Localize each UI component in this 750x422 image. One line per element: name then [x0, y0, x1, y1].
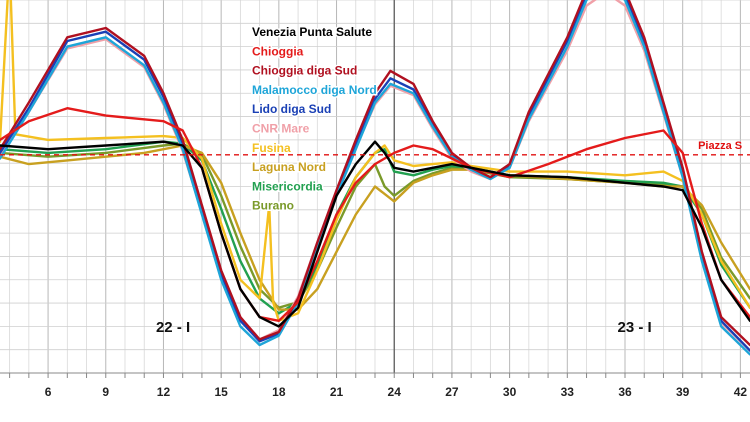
x-tick-label: 21 — [330, 385, 344, 399]
reference-line-label: Piazza S — [698, 140, 742, 152]
x-tick-label: 33 — [561, 385, 575, 399]
series-line — [0, 0, 750, 347]
legend-entry: Misericordia — [252, 179, 323, 193]
series-line — [0, 0, 750, 352]
legend-entry: Malamocco diga Nord — [252, 83, 377, 97]
x-tick-label: 6 — [45, 385, 52, 399]
legend-entry: Laguna Nord — [252, 160, 326, 174]
annotations: 22 - I 23 - I — [156, 319, 652, 336]
x-tick-label: 12 — [157, 385, 171, 399]
x-axis: 6 9 12 15 18 21 24 27 30 33 36 39 42 — [0, 372, 750, 422]
day-annotation: 22 - I — [156, 319, 190, 336]
legend-entry: Fusina — [252, 141, 291, 155]
x-axis-band — [0, 373, 750, 422]
x-tick-label: 15 — [214, 385, 228, 399]
day-annotation: 23 - I — [618, 319, 652, 336]
legend-entry: CNR Mare — [252, 122, 310, 136]
x-tick-label: 27 — [445, 385, 459, 399]
x-tick-label: 18 — [272, 385, 286, 399]
x-tick-label: 42 — [734, 385, 748, 399]
series-line — [0, 107, 750, 322]
legend-entry: Chioggia — [252, 44, 304, 58]
legend-entry: Chioggia diga Sud — [252, 64, 357, 78]
x-tick-label: 24 — [388, 385, 402, 399]
x-tick-label: 9 — [102, 385, 109, 399]
legend-entry: Venezia Punta Salute — [252, 25, 372, 39]
legend-entry: Lido diga Sud — [252, 102, 331, 116]
series-line — [0, 0, 750, 322]
reference-layer: Piazza S — [0, 140, 750, 156]
x-tick-label: 30 — [503, 385, 517, 399]
x-tick-label: 39 — [676, 385, 690, 399]
x-tick-label: 36 — [618, 385, 632, 399]
legend: Venezia Punta Salute Chioggia Chioggia dig… — [251, 24, 379, 215]
series-line — [0, 0, 750, 356]
series-line — [0, 140, 750, 328]
chart-grid — [0, 0, 750, 374]
series-layer — [0, 0, 750, 356]
legend-entry: Burano — [252, 199, 294, 213]
